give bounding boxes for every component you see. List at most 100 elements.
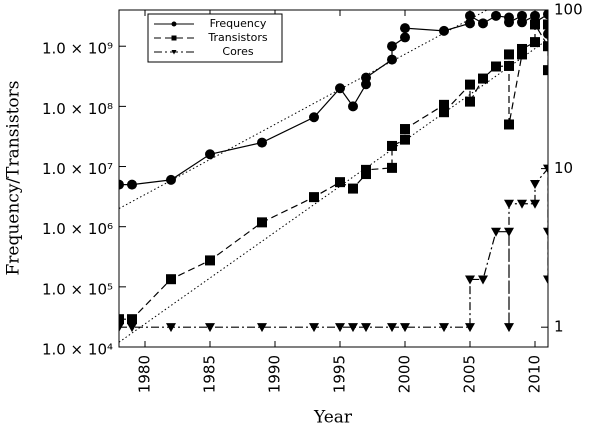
- trend-line: [119, 38, 548, 343]
- legend-marker: [171, 21, 177, 27]
- x-tick-label: 1990: [266, 355, 284, 393]
- marker: [465, 323, 475, 333]
- legend-label: Cores: [222, 45, 253, 58]
- y-tick-label: 1.0 × 10⁷: [42, 160, 113, 178]
- marker: [543, 164, 548, 174]
- marker: [400, 124, 410, 135]
- marker: [335, 177, 345, 188]
- y-tick-label: 1.0 × 10⁶: [42, 220, 113, 238]
- plot-area: [119, 10, 548, 343]
- marker: [119, 179, 124, 190]
- y-tick-label: 1.0 × 10⁴: [42, 341, 113, 359]
- marker: [400, 134, 410, 145]
- marker: [127, 323, 137, 333]
- marker: [348, 323, 358, 333]
- x-tick-label: 1980: [136, 355, 154, 393]
- marker: [504, 227, 514, 237]
- marker: [309, 323, 319, 333]
- marker: [257, 137, 267, 148]
- y-tick-label: 1.0 × 10⁹: [42, 40, 113, 58]
- marker: [166, 274, 176, 285]
- series-line: [119, 13, 548, 186]
- marker: [387, 140, 397, 151]
- marker: [543, 227, 548, 237]
- marker: [543, 10, 548, 20]
- marker: [491, 227, 501, 237]
- y2-tick-label: 1: [554, 318, 564, 336]
- marker: [361, 72, 371, 83]
- marker: [491, 10, 501, 21]
- marker: [387, 323, 397, 333]
- marker: [119, 323, 124, 333]
- marker: [478, 275, 488, 285]
- legend-box: [147, 13, 283, 63]
- x-axis-title: Year: [313, 408, 353, 428]
- x-tick-label: 2000: [396, 355, 414, 393]
- marker: [543, 41, 548, 52]
- marker: [166, 323, 176, 333]
- marker: [530, 37, 540, 48]
- marker: [465, 275, 475, 285]
- marker: [205, 323, 215, 333]
- legend-label: Transistors: [207, 31, 267, 44]
- marker: [478, 73, 488, 84]
- marker: [348, 101, 358, 112]
- marker: [361, 323, 371, 333]
- marker: [530, 179, 540, 189]
- marker: [530, 19, 540, 30]
- marker: [439, 99, 449, 110]
- marker: [309, 112, 319, 123]
- marker: [439, 323, 449, 333]
- marker: [119, 314, 124, 325]
- marker: [504, 49, 514, 60]
- marker: [205, 149, 215, 160]
- marker: [257, 323, 267, 333]
- x-tick-label: 1995: [331, 355, 349, 393]
- series-line: [119, 22, 548, 320]
- marker: [387, 162, 397, 173]
- series-line: [119, 167, 548, 328]
- marker: [543, 19, 548, 30]
- marker: [205, 255, 215, 266]
- marker: [543, 275, 548, 285]
- marker: [517, 17, 527, 28]
- marker: [504, 17, 514, 28]
- y2-tick-label: 10: [554, 159, 573, 177]
- marker: [335, 323, 345, 333]
- marker: [309, 192, 319, 203]
- marker: [504, 60, 514, 71]
- marker: [478, 18, 488, 29]
- y-tick-label: 1.0 × 10⁸: [42, 100, 113, 118]
- legend-label: Frequency: [210, 17, 267, 30]
- x-tick-label: 2010: [526, 355, 544, 393]
- marker: [491, 61, 501, 72]
- marker: [465, 96, 475, 107]
- marker: [127, 314, 137, 325]
- marker: [387, 41, 397, 52]
- marker: [257, 217, 267, 228]
- marker: [517, 49, 527, 60]
- marker: [504, 323, 514, 333]
- marker: [400, 323, 410, 333]
- legend-marker: [171, 35, 177, 41]
- marker: [439, 25, 449, 36]
- marker: [361, 164, 371, 175]
- marker: [465, 18, 475, 29]
- marker: [387, 54, 397, 65]
- marker: [504, 119, 514, 130]
- marker: [517, 43, 527, 54]
- x-tick-label: 2005: [461, 355, 479, 393]
- marker: [127, 179, 137, 190]
- y-axis-title: Frequency/Transistors: [4, 80, 24, 275]
- trend-line: [119, 10, 488, 210]
- marker: [348, 183, 358, 194]
- marker: [504, 199, 514, 209]
- marker: [543, 28, 548, 39]
- x-tick-label: 1985: [201, 355, 219, 393]
- marker: [439, 107, 449, 118]
- marker: [517, 199, 527, 209]
- marker: [335, 83, 345, 94]
- marker: [530, 199, 540, 209]
